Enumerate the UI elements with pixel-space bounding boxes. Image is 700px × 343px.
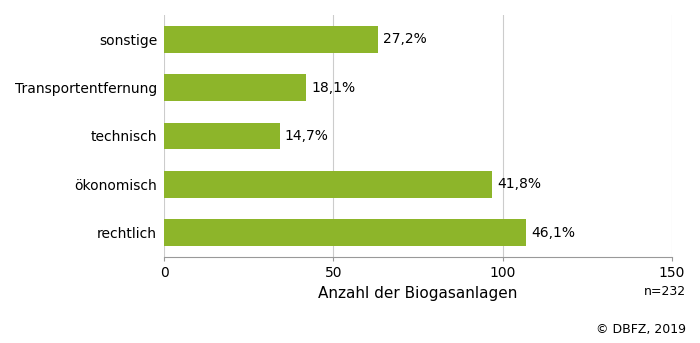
Bar xyxy=(164,74,307,101)
Text: 27,2%: 27,2% xyxy=(383,32,426,46)
Bar xyxy=(164,123,279,149)
Text: 14,7%: 14,7% xyxy=(285,129,328,143)
Text: 41,8%: 41,8% xyxy=(498,177,542,191)
Text: n=232: n=232 xyxy=(644,285,686,298)
Text: 18,1%: 18,1% xyxy=(312,81,356,95)
X-axis label: Anzahl der Biogasanlagen: Anzahl der Biogasanlagen xyxy=(318,286,518,300)
Bar xyxy=(164,171,493,198)
Bar xyxy=(164,26,378,52)
Text: © DBFZ, 2019: © DBFZ, 2019 xyxy=(596,323,686,336)
Bar xyxy=(164,220,526,246)
Text: 46,1%: 46,1% xyxy=(531,226,575,240)
